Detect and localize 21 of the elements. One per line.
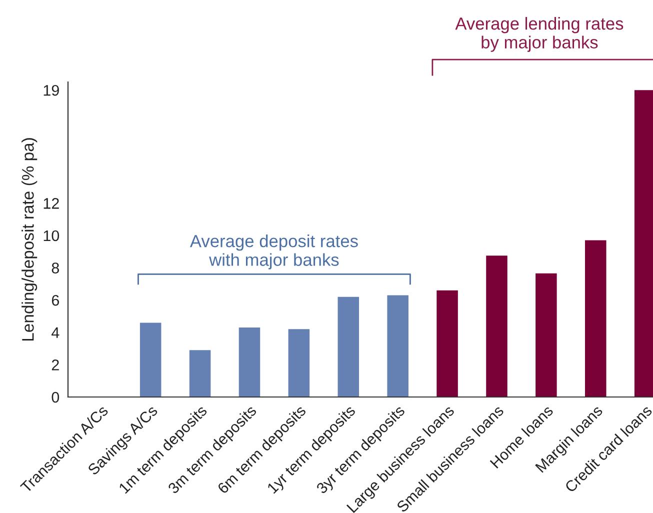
bar bbox=[140, 322, 162, 397]
y-axis-title: Lending/deposit rate (% pa) bbox=[22, 138, 38, 341]
y-tick-label: 19 bbox=[44, 84, 59, 96]
y-tick-label: 0 bbox=[52, 392, 60, 403]
y-tick-label: 10 bbox=[44, 230, 60, 242]
bar bbox=[536, 273, 557, 397]
bar bbox=[387, 295, 408, 397]
y-tick-label: 4 bbox=[52, 327, 60, 338]
bar bbox=[189, 350, 211, 397]
y-tick-label: 8 bbox=[52, 262, 60, 274]
y-tick-label: 2 bbox=[52, 360, 59, 370]
bar bbox=[436, 290, 458, 397]
bar bbox=[338, 296, 360, 397]
y-tick-label: 6 bbox=[52, 294, 59, 306]
bar bbox=[288, 329, 310, 397]
bar bbox=[238, 328, 260, 397]
bar bbox=[585, 240, 606, 397]
y-tick-label: 12 bbox=[44, 198, 59, 209]
annotation: Average deposit rates with major banks bbox=[190, 234, 358, 270]
text: Average lending rates by major banks bbox=[455, 17, 624, 52]
bar bbox=[486, 256, 508, 397]
